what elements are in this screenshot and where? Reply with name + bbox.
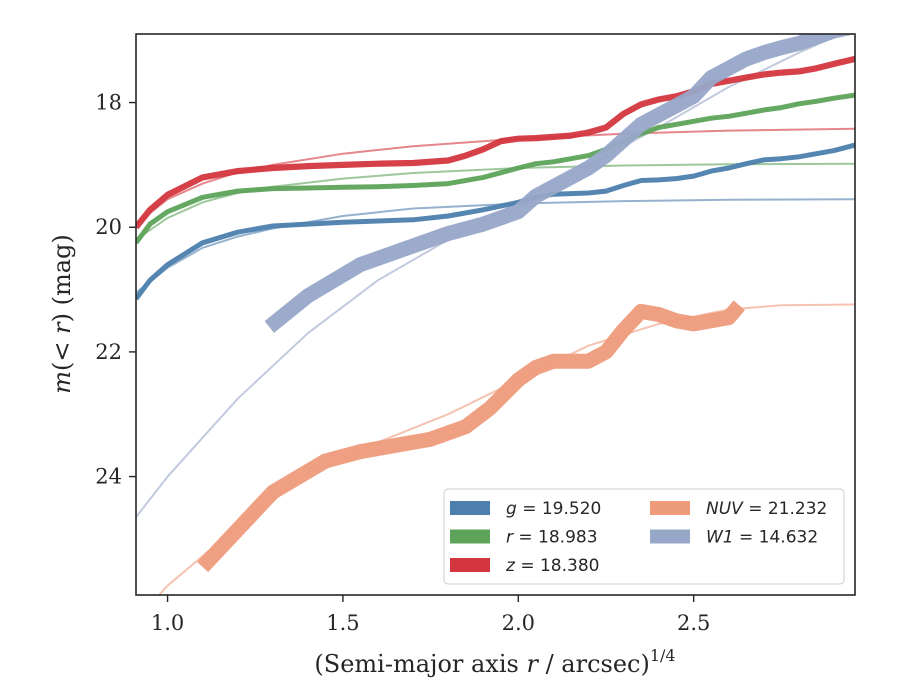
- x-tick-label: 2.5: [677, 611, 710, 635]
- x-tick-label: 1.0: [151, 611, 184, 635]
- legend-box: [443, 488, 845, 585]
- fit-line-r: [136, 162, 855, 241]
- x-axis-label-post: / arcsec): [538, 650, 650, 678]
- legend-swatch-g: [450, 501, 490, 515]
- legend-swatch-nuv: [650, 501, 690, 515]
- fit-line-g: [136, 198, 855, 294]
- y-axis-label-var2: r: [48, 321, 76, 334]
- y-tick-label: 22: [95, 340, 122, 364]
- legend-label-w1: W1 = 14.632: [706, 528, 818, 548]
- data-band-w1: [264, 34, 855, 333]
- data-band-z: [136, 55, 855, 230]
- legend-swatch-r: [450, 529, 490, 544]
- plot-frame: [135, 33, 856, 596]
- data-bands: [136, 34, 855, 573]
- legend-swatch-w1: [650, 529, 690, 544]
- legend-label-nuv: NUV = 21.232: [706, 499, 827, 519]
- data-band-r: [136, 92, 855, 245]
- x-tick-label: 2.0: [502, 611, 535, 635]
- x-axis-label-pre: (Semi-major axis: [314, 650, 526, 678]
- data-band-g: [136, 142, 855, 301]
- y-axis-label: m(< r) (mag): [48, 234, 76, 394]
- x-tick-label: 1.5: [326, 611, 359, 635]
- y-axis-label-mid: (<: [48, 334, 76, 371]
- x-axis-ticks: 1.0 1.5 2.0 2.5: [151, 595, 710, 635]
- y-axis-label-post: ) (mag): [48, 234, 76, 322]
- x-axis-label-var: r: [526, 650, 539, 678]
- fit-line-z: [136, 127, 855, 226]
- y-tick-label: 20: [95, 215, 122, 239]
- data-band-nuv: [197, 300, 746, 573]
- y-tick-label: 18: [95, 91, 122, 115]
- y-axis-ticks: 18 20 22 24: [95, 91, 136, 489]
- legend-label-g: g = 19.520: [506, 499, 601, 519]
- y-tick-label: 24: [95, 465, 122, 489]
- legend-swatch-z: [450, 558, 490, 572]
- fit-line-w1: [136, 34, 844, 519]
- x-axis-label: (Semi-major axis r / arcsec)1/4: [314, 646, 675, 678]
- legend-label-z: z = 18.380: [505, 556, 599, 576]
- legend-label-r: r = 18.983: [506, 528, 598, 548]
- legend: g = 19.520 r = 18.983 z = 18.380 NUV = 21.2…: [443, 488, 845, 585]
- y-axis-label-var: m: [48, 371, 76, 394]
- x-axis-label-exponent: 1/4: [650, 646, 676, 665]
